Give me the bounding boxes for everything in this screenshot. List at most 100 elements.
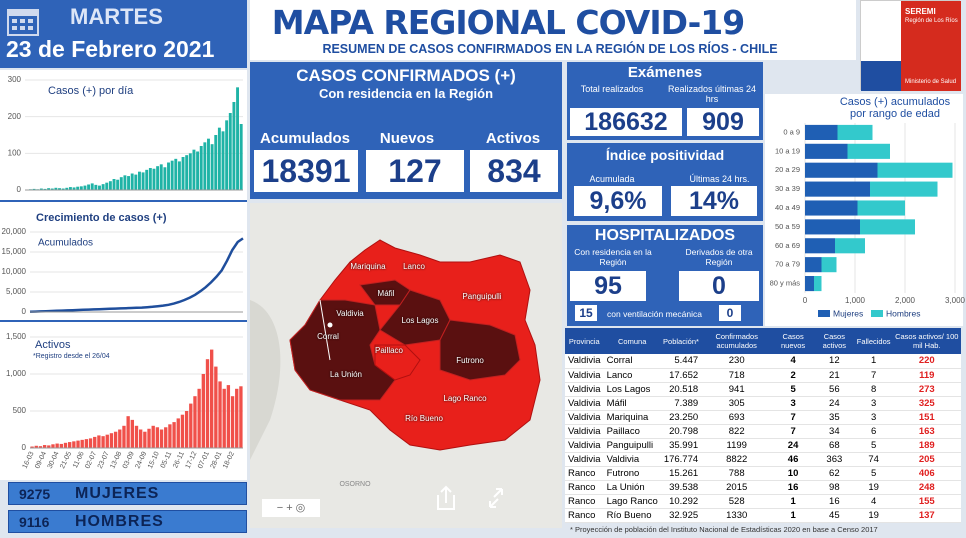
table-cell: 56 xyxy=(813,382,855,397)
table-cell: 62 xyxy=(813,466,855,481)
table-cell: 5 xyxy=(854,466,893,481)
map-label: Lanco xyxy=(403,262,425,271)
table-row: Valdivia Máfil 7.389 305 3 24 3 325 xyxy=(565,396,961,411)
table-cell: 220 xyxy=(892,354,961,369)
table-cell: 10.292 xyxy=(660,494,702,509)
hospital-panel: HOSPITALIZADOS Con residencia en la Regi… xyxy=(567,225,763,326)
map-label: Panguipulli xyxy=(462,292,502,301)
map-label: Futrono xyxy=(456,356,484,365)
table-cell: 3 xyxy=(772,396,814,411)
table-cell: 21 xyxy=(813,368,855,383)
panel-subtitle: Con residencia en la Región xyxy=(318,86,494,101)
table-cell: 693 xyxy=(701,410,773,425)
table-cell: 4 xyxy=(854,494,893,509)
table-header: Provincia Comuna Población* Confirmados acu… xyxy=(565,328,961,354)
table-cell: 8822 xyxy=(701,452,773,467)
header-cell: Fallecidos xyxy=(854,328,893,354)
table-cell: 176.774 xyxy=(660,452,702,467)
table-cell: 7 xyxy=(772,410,814,425)
table-cell: 98 xyxy=(813,480,855,495)
table-cell: 2015 xyxy=(701,480,773,495)
table-cell: Lanco xyxy=(603,368,661,383)
stat-label: Realizados últimas 24 hrs xyxy=(667,84,757,104)
map-panel: − + ◎ xyxy=(250,203,562,528)
chart-title: Casos (+) acumulados por rango de edad xyxy=(839,96,951,120)
table-cell: Paillaco xyxy=(603,424,661,439)
table-cell: 1199 xyxy=(701,438,773,453)
table-cell: 7 xyxy=(854,368,893,383)
table-cell: 16 xyxy=(813,494,855,509)
table-row: Ranco Río Bueno 32.925 1330 1 45 19 137 xyxy=(565,508,961,523)
table-cell: 273 xyxy=(892,382,961,397)
table-cell: 137 xyxy=(892,508,961,523)
table-row: Ranco Futrono 15.261 788 10 62 5 406 xyxy=(565,466,961,481)
table-cell: 24 xyxy=(813,396,855,411)
stat-label: con ventilación mecánica xyxy=(607,309,702,319)
table-cell: 12 xyxy=(813,354,855,369)
table-cell: Valdivia xyxy=(565,438,604,453)
table-cell: 16 xyxy=(772,480,814,495)
table-row: Valdivia Paillaco 20.798 822 7 34 6 163 xyxy=(565,424,961,439)
table-cell: Valdivia xyxy=(565,368,604,383)
map-label: Mariquina xyxy=(350,262,386,271)
map-label: Máfil xyxy=(377,289,395,298)
table-cell: 325 xyxy=(892,396,961,411)
table-cell: 4 xyxy=(772,354,814,369)
table-cell: 32.925 xyxy=(660,508,702,523)
table-cell: 35.991 xyxy=(660,438,702,453)
map-label: Los Lagos xyxy=(401,316,439,325)
map-label: Río Bueno xyxy=(405,414,443,423)
table-cell: 15.261 xyxy=(660,466,702,481)
table-cell: Corral xyxy=(603,354,661,369)
table-cell: 1 xyxy=(772,494,814,509)
map-label: La Unión xyxy=(329,370,363,379)
table-cell: 5 xyxy=(854,438,893,453)
map-icons xyxy=(437,485,503,510)
map xyxy=(250,239,541,460)
table-cell: La Unión xyxy=(603,480,661,495)
logo: SEREMI Región de Los Ríos Ministerio de … xyxy=(860,0,961,91)
sex-label: MUJERES xyxy=(75,485,160,502)
sex-value: 9116 xyxy=(19,514,50,530)
panel-title: HOSPITALIZADOS xyxy=(594,227,736,244)
stat-value: 9,6% xyxy=(574,186,662,216)
map-label: Valdivia xyxy=(336,309,364,318)
stat-value: 186632 xyxy=(570,108,682,136)
table-cell: Valdivia xyxy=(565,396,604,411)
commune-table: Provincia Comuna Población* Confirmados acu… xyxy=(565,328,961,523)
table-cell: 363 xyxy=(813,452,855,467)
table-cell: 19 xyxy=(854,508,893,523)
table-cell: 1 xyxy=(854,354,893,369)
header-cell: Comuna xyxy=(603,328,661,354)
table-cell: 788 xyxy=(701,466,773,481)
table-cell: Ranco xyxy=(565,494,604,509)
separator xyxy=(0,200,247,202)
table-cell: Panguipulli xyxy=(603,438,661,453)
stat-label: Total realizados xyxy=(580,84,644,94)
table-cell: 151 xyxy=(892,410,961,425)
table-row: Valdivia Valdivia 176.774 8822 46 363 74 205 xyxy=(565,452,961,467)
charts-panel xyxy=(0,70,247,480)
table-cell: Futrono xyxy=(603,466,661,481)
stat-label: Derivados de otra Región xyxy=(685,247,753,267)
table-row: Valdivia Lanco 17.652 718 2 21 7 119 xyxy=(565,368,961,383)
age-panel xyxy=(765,94,963,326)
table-cell: Máfil xyxy=(603,396,661,411)
table-cell: 528 xyxy=(701,494,773,509)
table-cell: 248 xyxy=(892,480,961,495)
zoom-controls[interactable]: − + ◎ xyxy=(262,499,320,517)
map-label: OSORNO xyxy=(339,481,371,488)
table-cell: 17.652 xyxy=(660,368,702,383)
sex-value: 9275 xyxy=(19,486,51,502)
day: MARTES xyxy=(70,4,163,29)
header-cell: Provincia xyxy=(565,328,604,354)
table-cell: 5 xyxy=(772,382,814,397)
table-cell: 20.518 xyxy=(660,382,702,397)
table-cell: 46 xyxy=(772,452,814,467)
panel-title: Índice positividad xyxy=(605,147,725,163)
table-cell: Ranco xyxy=(565,466,604,481)
title: MAPA REGIONAL COVID-19 xyxy=(271,3,745,42)
table-cell: 1330 xyxy=(701,508,773,523)
table-cell: Los Lagos xyxy=(603,382,661,397)
